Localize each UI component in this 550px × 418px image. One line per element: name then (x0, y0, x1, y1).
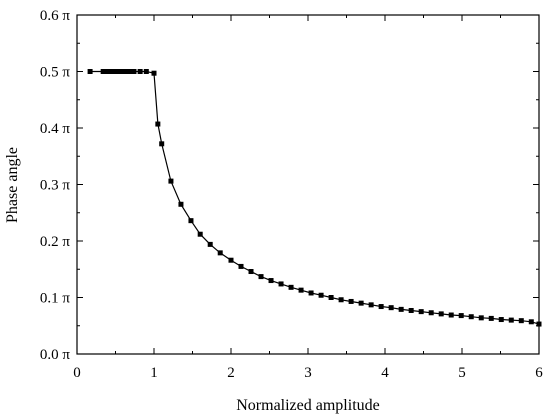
data-point (348, 298, 354, 304)
plot-area (76, 14, 540, 355)
data-point (151, 70, 157, 76)
data-point (388, 305, 394, 311)
data-point (448, 312, 454, 318)
x-axis-ticks: 0 1 2 3 4 5 6 (73, 15, 543, 381)
series-line (90, 70, 540, 325)
data-point (155, 121, 161, 127)
data-point (238, 263, 244, 269)
data-point (478, 315, 484, 321)
y-axis-title: Phase angle (4, 147, 21, 223)
data-point (298, 287, 304, 293)
data-point (248, 269, 254, 275)
x-tick-label: 2 (227, 365, 235, 381)
data-point (378, 304, 384, 310)
x-tick-label: 5 (458, 365, 466, 381)
data-point (358, 300, 364, 306)
data-point (128, 69, 134, 74)
y-tick-label: 0.5 π (40, 65, 71, 81)
data-point (159, 141, 165, 147)
plot-frame (76, 14, 540, 355)
data-point (408, 307, 414, 313)
data-point (368, 302, 374, 308)
data-point (178, 201, 184, 207)
y-tick-label: 0.2 π (40, 234, 71, 250)
y-tick-label: 0.6 π (40, 8, 71, 24)
x-tick-label: 4 (381, 365, 389, 381)
data-point (508, 317, 514, 323)
y-axis-ticks: 0.0 π 0.1 π 0.2 π 0.3 π 0.4 π 0.5 π 0.6 π (40, 8, 539, 363)
y-tick-label: 0.4 π (40, 121, 71, 137)
data-point (258, 274, 264, 280)
x-tick-label: 3 (304, 365, 312, 381)
data-point (488, 315, 494, 321)
data-point (468, 314, 474, 320)
y-tick-label: 0.0 π (40, 347, 71, 363)
data-point (438, 311, 444, 317)
data-point (137, 69, 143, 74)
y-tick-label: 0.3 π (40, 178, 71, 194)
data-point (197, 231, 203, 237)
data-point (536, 321, 542, 327)
data-point (458, 313, 464, 319)
data-point (288, 284, 294, 290)
data-point (217, 250, 223, 256)
data-point (418, 309, 424, 315)
data-point (168, 178, 174, 184)
series-layer (87, 69, 542, 327)
x-tick-label: 1 (150, 365, 158, 381)
data-point (268, 278, 274, 284)
data-point (87, 69, 93, 74)
data-point (338, 297, 344, 303)
x-tick-label: 6 (535, 365, 543, 381)
y-tick-label: 0.1 π (40, 291, 71, 307)
data-point (228, 257, 234, 263)
data-point (308, 290, 314, 296)
data-point (498, 317, 504, 323)
data-point (528, 319, 534, 325)
data-point (318, 292, 324, 298)
x-tick-label: 0 (73, 365, 81, 381)
data-point (398, 306, 404, 312)
data-point (188, 218, 194, 224)
data-point (518, 318, 524, 324)
x-axis-title: Normalized amplitude (236, 397, 380, 414)
data-point (428, 310, 434, 316)
data-point (131, 69, 137, 74)
data-point (328, 295, 334, 300)
data-point (207, 241, 213, 247)
data-point (278, 281, 284, 287)
data-point (143, 69, 149, 74)
